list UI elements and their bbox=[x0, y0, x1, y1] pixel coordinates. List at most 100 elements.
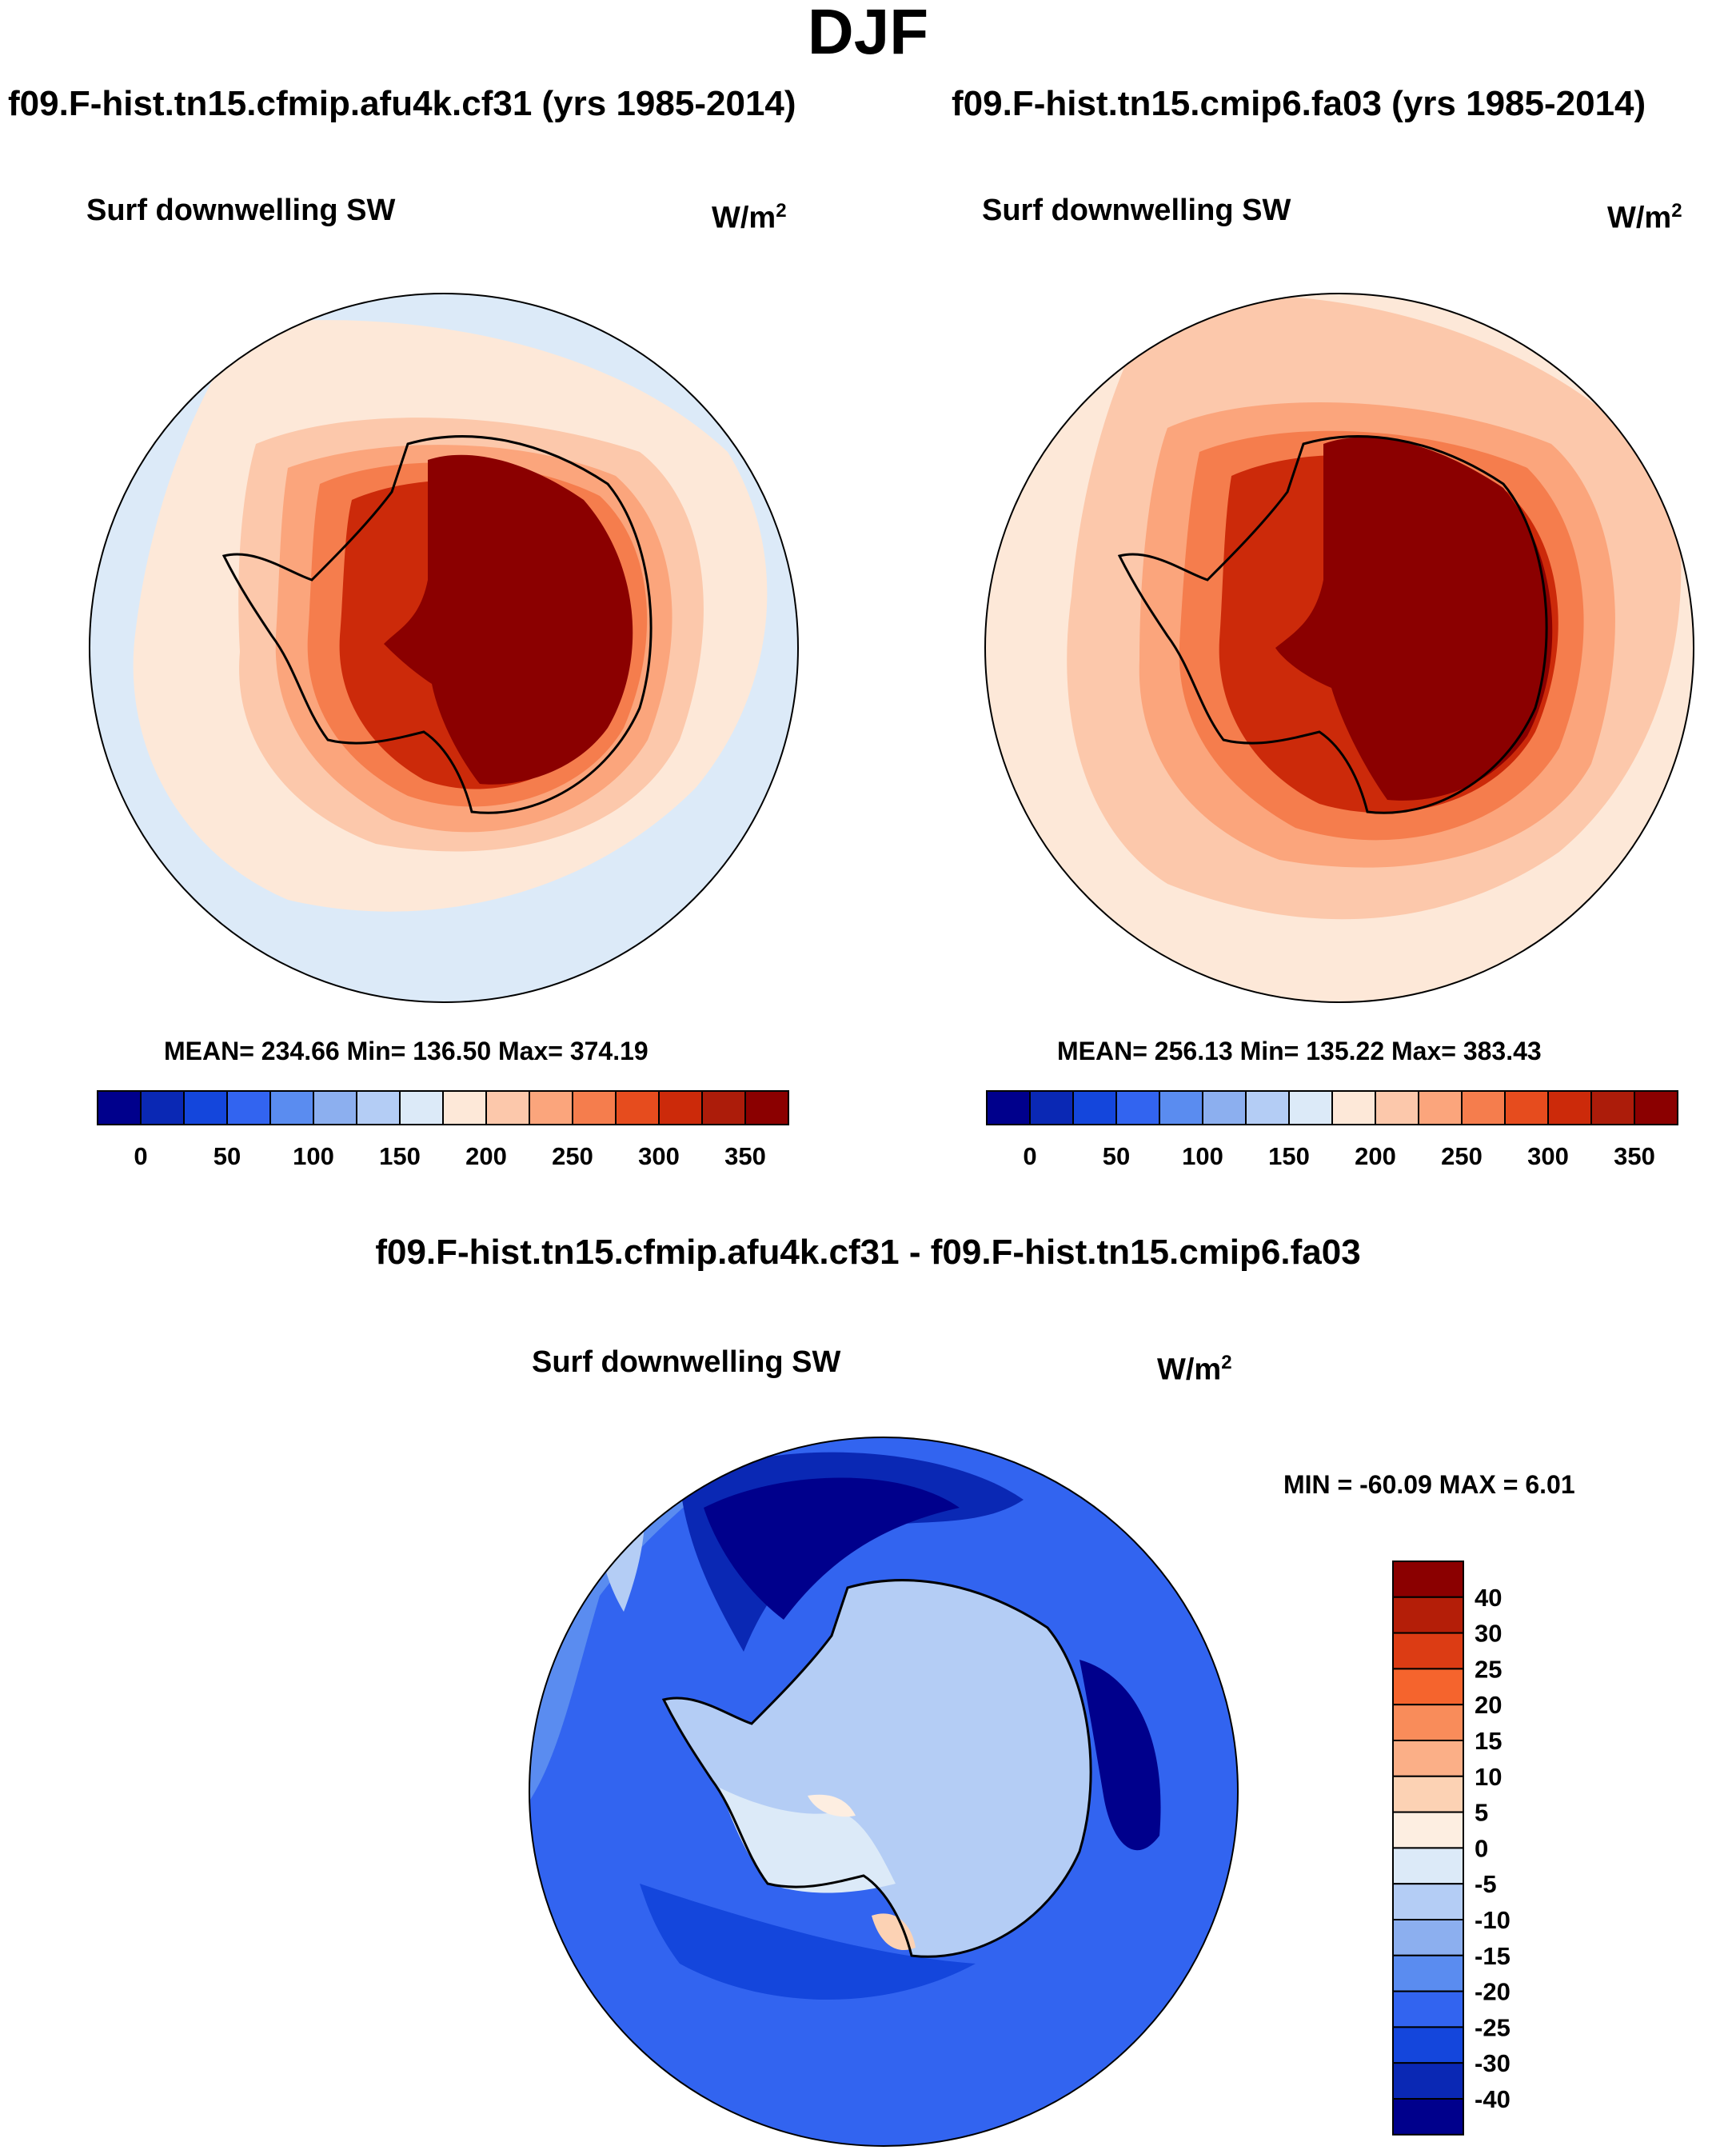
panel2-colorbar-box bbox=[1504, 1090, 1549, 1125]
panel2-colorbar-tick-label: 300 bbox=[1527, 1142, 1569, 1169]
panel1-colorbar-box bbox=[356, 1090, 401, 1125]
diff-colorbar-box bbox=[1392, 1596, 1464, 1634]
diff-colorbar-box bbox=[1392, 1561, 1464, 1598]
panel1-colorbar-box bbox=[529, 1090, 573, 1125]
panel2-colorbar-tick-label: 150 bbox=[1268, 1142, 1310, 1169]
panel2-colorbar-box bbox=[1288, 1090, 1333, 1125]
diff-colorbar-box bbox=[1392, 1954, 1464, 1992]
panel2-units: W/m2 bbox=[1607, 200, 1682, 235]
panel2-colorbar-box bbox=[1029, 1090, 1074, 1125]
panel1-stats: MEAN= 234.66 Min= 136.50 Max= 374.19 bbox=[164, 1037, 649, 1065]
panel1-colorbar-box bbox=[399, 1090, 444, 1125]
panel2-colorbar-box bbox=[1159, 1090, 1203, 1125]
diff-polar-map bbox=[529, 1437, 1239, 2147]
panel1-colorbar-box bbox=[97, 1090, 142, 1125]
diff-colorbar-box bbox=[1392, 1632, 1464, 1670]
diff-colorbar-box bbox=[1392, 1883, 1464, 1921]
panel1-colorbar-box bbox=[572, 1090, 617, 1125]
panel1-colorbar-tick-label: 100 bbox=[293, 1142, 334, 1169]
panel1-colorbar-box bbox=[744, 1090, 789, 1125]
diff-case-title: f09.F-hist.tn15.cfmip.afu4k.cf31 - f09.F… bbox=[375, 1233, 1361, 1272]
diff-colorbar-tick-label: -40 bbox=[1475, 2085, 1511, 2113]
diff-variable-label: Surf downwelling SW bbox=[532, 1345, 841, 1379]
diff-colorbar-box bbox=[1392, 1740, 1464, 1777]
panel2-colorbar: 0 50 100 150 200 250 300 350 bbox=[986, 1090, 1678, 1169]
diff-contour-minus5-ross bbox=[720, 1788, 896, 1893]
panel1-colorbar-tick-label: 0 bbox=[134, 1142, 147, 1169]
diff-contour-minus25-south bbox=[640, 1884, 976, 2000]
panel2-colorbar-box bbox=[1115, 1090, 1160, 1125]
diff-colorbar-tick-label: -20 bbox=[1475, 1978, 1511, 2006]
panel2-colorbar-box bbox=[1245, 1090, 1290, 1125]
panel2-antarctica-coastline bbox=[1117, 435, 1548, 814]
diff-colorbar-tick-label: 0 bbox=[1475, 1834, 1488, 1862]
panel1-colorbar-box bbox=[313, 1090, 357, 1125]
panel2-colorbar-tick-label: 100 bbox=[1182, 1142, 1223, 1169]
diff-colorbar-box bbox=[1392, 1919, 1464, 1956]
panel2-colorbar-tick-label: 0 bbox=[1023, 1142, 1036, 1169]
diff-contour-minus40-north bbox=[704, 1477, 960, 1620]
panel2-colorbar-box bbox=[986, 1090, 1031, 1125]
diff-colorbar-tick-label: -5 bbox=[1475, 1870, 1497, 1898]
panel2-polar-map bbox=[984, 293, 1694, 1003]
diff-colorbar-box bbox=[1392, 1704, 1464, 1741]
panel2-colorbar-tick-label: 50 bbox=[1103, 1142, 1130, 1169]
diff-contour-minus40-east bbox=[1080, 1660, 1161, 1851]
diff-antarctica-coastline bbox=[661, 1579, 1092, 1958]
panel1-colorbar-box bbox=[442, 1090, 487, 1125]
diff-colorbar-box bbox=[1392, 1847, 1464, 1885]
diff-colorbar-tick-label: -15 bbox=[1475, 1942, 1511, 1970]
panel1-colorbar-tick-label: 200 bbox=[465, 1142, 507, 1169]
panel2-colorbar-tick-label: 350 bbox=[1614, 1142, 1655, 1169]
panel1-colorbar-box bbox=[226, 1090, 271, 1125]
diff-colorbar-box bbox=[1392, 1811, 1464, 1849]
panel1-colorbar-box bbox=[658, 1090, 703, 1125]
diff-colorbar-tick-label: 15 bbox=[1475, 1727, 1502, 1755]
diff-colorbar-box bbox=[1392, 2026, 1464, 2064]
panel2-colorbar-box bbox=[1202, 1090, 1247, 1125]
diff-colorbar-box bbox=[1392, 1668, 1464, 1706]
panel2-case-title: f09.F-hist.tn15.cmip6.fa03 (yrs 1985-201… bbox=[952, 84, 1646, 123]
panel1-case-title: f09.F-hist.tn15.cfmip.afu4k.cf31 (yrs 19… bbox=[8, 84, 796, 123]
diff-colorbar-box bbox=[1392, 2062, 1464, 2100]
panel1-contour-350 bbox=[384, 454, 633, 785]
panel1-colorbar-tick-label: 50 bbox=[214, 1142, 241, 1169]
panel2-colorbar-box bbox=[1331, 1090, 1376, 1125]
panel1-variable-label: Surf downwelling SW bbox=[86, 194, 396, 227]
panel1-polar-map bbox=[89, 293, 799, 1003]
panel1-map-border bbox=[89, 293, 799, 1003]
diff-colorbar-box bbox=[1392, 1990, 1464, 2028]
diff-colorbar-tick-label: 30 bbox=[1475, 1620, 1502, 1648]
diff-colorbar-tick-label: 5 bbox=[1475, 1799, 1488, 1827]
panel2-map-border bbox=[984, 293, 1694, 1003]
panel2-colorbar-tick-label: 250 bbox=[1441, 1142, 1483, 1169]
figure-title: DJF bbox=[807, 0, 929, 67]
panel2-colorbar-box bbox=[1418, 1090, 1463, 1125]
panel1-colorbar-box bbox=[485, 1090, 530, 1125]
diff-colorbar-tick-label: 40 bbox=[1475, 1584, 1502, 1612]
panel2-colorbar-box bbox=[1375, 1090, 1419, 1125]
diff-colorbar-tick-label: -30 bbox=[1475, 2049, 1511, 2077]
diff-contour-0-ross bbox=[808, 1794, 856, 1817]
diff-contour-5-southeast bbox=[872, 1913, 916, 1951]
panel1-colorbar-tick-label: 250 bbox=[552, 1142, 593, 1169]
panel1-antarctica-coastline bbox=[221, 435, 652, 814]
panel2-variable-label: Surf downwelling SW bbox=[982, 194, 1291, 227]
panel2-colorbar-box bbox=[1634, 1090, 1678, 1125]
diff-colorbar-box bbox=[1392, 1775, 1464, 1813]
diff-colorbar-tick-label: -25 bbox=[1475, 2013, 1511, 2041]
panel2-colorbar-box bbox=[1590, 1090, 1635, 1125]
panel2-colorbar-tick-label: 200 bbox=[1355, 1142, 1396, 1169]
panel2-contour-350 bbox=[1275, 437, 1553, 801]
panel1-colorbar-box bbox=[140, 1090, 185, 1125]
panel2-stats: MEAN= 256.13 Min= 135.22 Max= 383.43 bbox=[1057, 1037, 1542, 1065]
panel1-colorbar-box bbox=[269, 1090, 314, 1125]
panel1-colorbar-tick-label: 300 bbox=[638, 1142, 680, 1169]
panel2-colorbar-box bbox=[1072, 1090, 1117, 1125]
diff-colorbar-tick-label: 25 bbox=[1475, 1655, 1502, 1683]
diff-colorbar-tick-label: 20 bbox=[1475, 1691, 1502, 1719]
diff-colorbar-tick-label: 10 bbox=[1475, 1763, 1502, 1791]
panel2-colorbar-box bbox=[1547, 1090, 1592, 1125]
panel2-colorbar-box bbox=[1461, 1090, 1506, 1125]
panel1-colorbar-box bbox=[615, 1090, 660, 1125]
